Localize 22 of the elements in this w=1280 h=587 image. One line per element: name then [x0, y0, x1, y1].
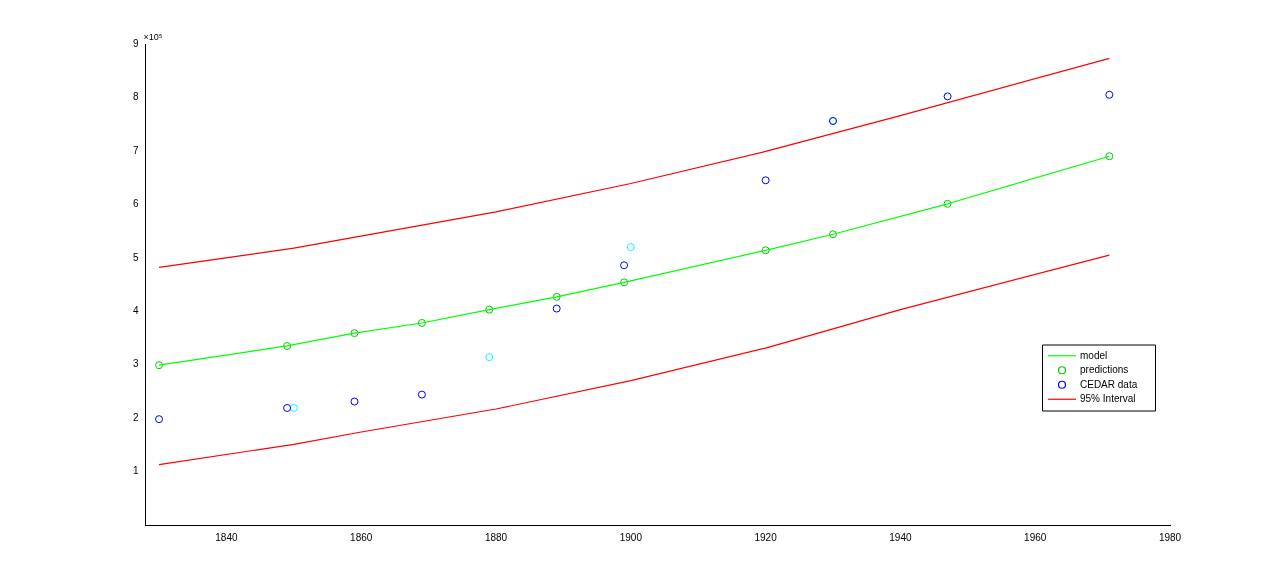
- y-tick-label: 5: [133, 251, 139, 263]
- x-tick-label: 1880: [484, 531, 508, 543]
- legend-label: model: [1080, 349, 1108, 361]
- legend-label: predictions: [1080, 364, 1129, 375]
- text: ×10⁵: [143, 31, 163, 42]
- y-tick-label: 2: [133, 411, 139, 423]
- x-tick-label: 1840: [215, 531, 238, 543]
- y-tick-label: 1: [133, 465, 139, 477]
- y-tick-label: 4: [133, 304, 139, 316]
- x-tick-label: 1960: [1024, 531, 1047, 543]
- y-tick-label: 8: [133, 91, 139, 103]
- y-tick-label: 7: [133, 144, 139, 156]
- y-tick-label: 3: [133, 358, 139, 370]
- y-tick-label: 9: [133, 37, 139, 49]
- x-tick-label: 1920: [754, 531, 778, 543]
- x-tick-label: 1980: [1158, 531, 1182, 543]
- legend-label: 95% Interval: [1080, 393, 1136, 404]
- legend-label: CEDAR data: [1080, 378, 1138, 390]
- y-tick-label: 6: [133, 198, 139, 210]
- x-tick-label: 1940: [889, 531, 912, 543]
- x-tick-label: 1860: [350, 531, 373, 543]
- x-tick-label: 1900: [619, 531, 643, 543]
